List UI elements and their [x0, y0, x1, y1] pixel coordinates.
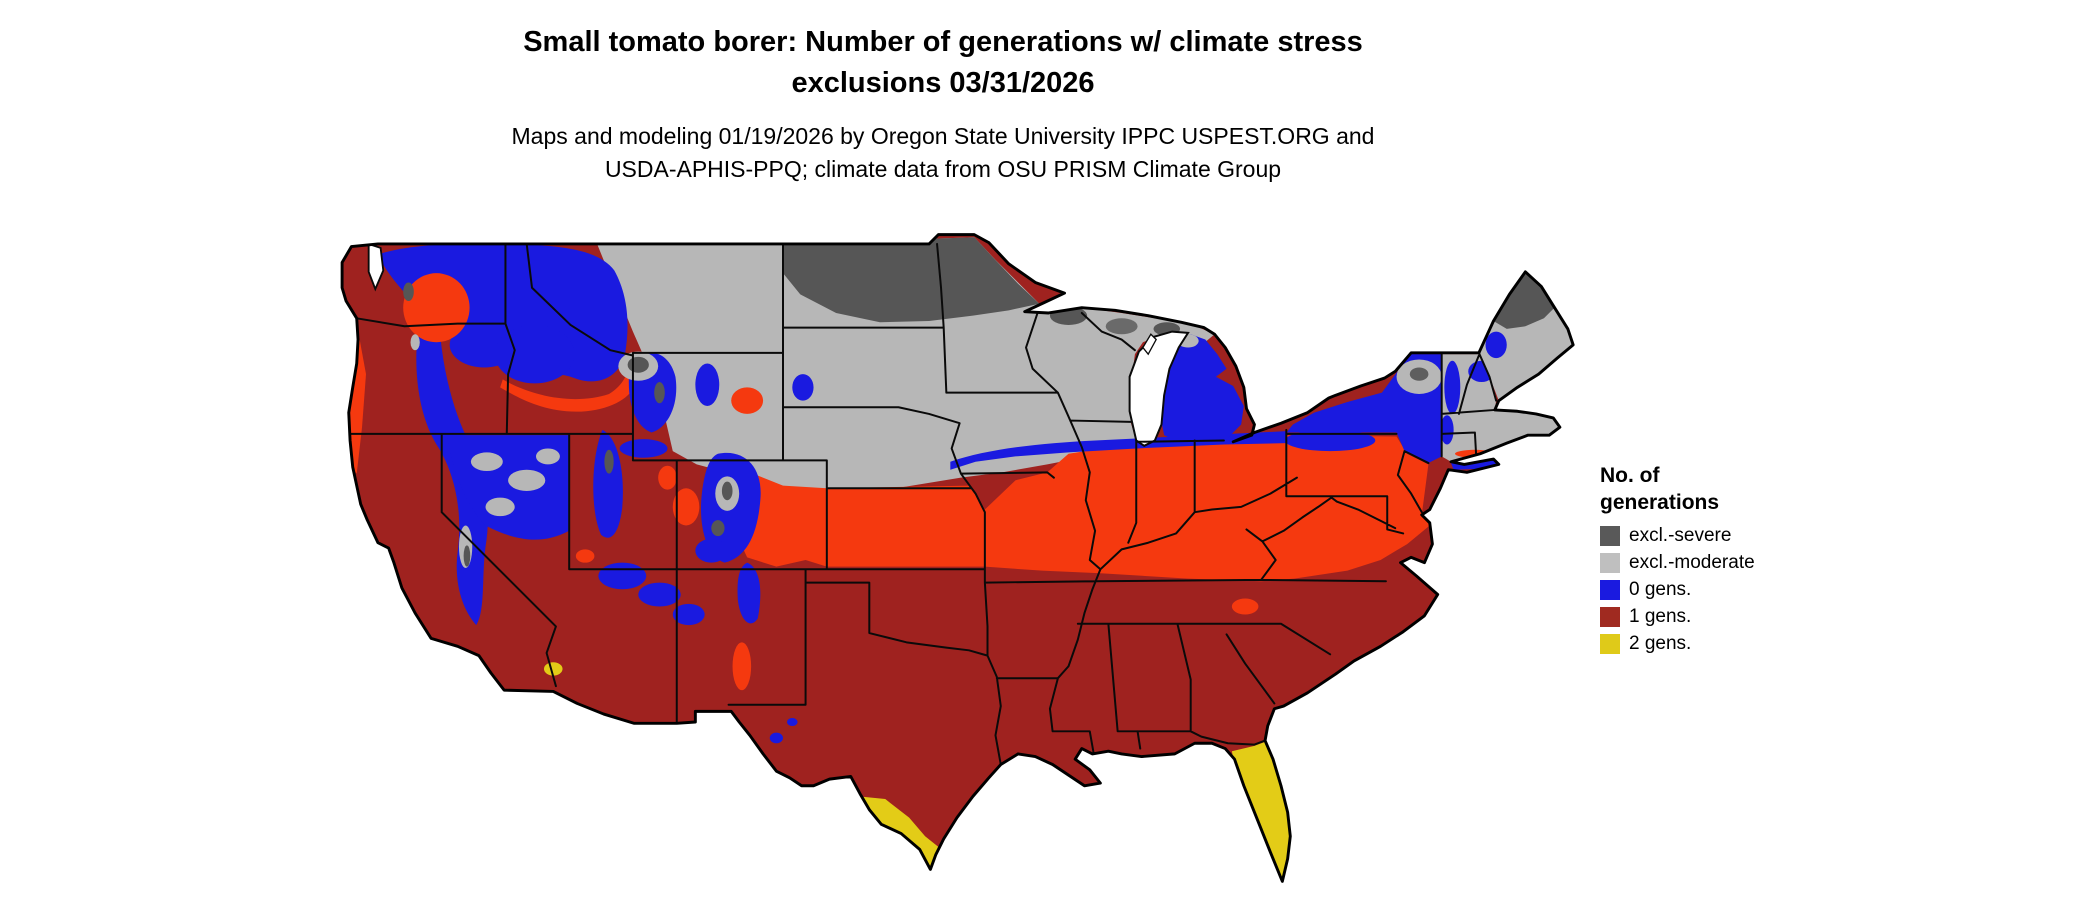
map-subtitle-line2: USDA-APHIS-PPQ; climate data from OSU PR…	[604, 156, 1282, 182]
legend-title: No. of generations	[1600, 462, 1755, 516]
legend-label-2-gens: 2 gens.	[1629, 633, 1692, 654]
legend-item-excl-moderate: excl.-moderate	[1600, 553, 1755, 573]
legend-label-0-gens: 0 gens.	[1629, 579, 1692, 600]
legend-swatch-excl-severe	[1600, 526, 1620, 546]
legend-label-excl-severe: excl.-severe	[1629, 525, 1732, 546]
legend-item-1-gens: 1 gens.	[1600, 607, 1755, 627]
header: Small tomato borer: Number of generation…	[0, 22, 1886, 186]
map-title-line2: exclusions 03/31/2026	[791, 67, 1095, 99]
legend-label-1-gens: 1 gens.	[1629, 606, 1692, 627]
legend: No. of generations excl.-severe excl.-mo…	[1600, 462, 1755, 661]
legend-item-2-gens: 2 gens.	[1600, 634, 1755, 654]
legend-swatch-0-gens	[1600, 580, 1620, 600]
legend-swatch-2-gens	[1600, 634, 1620, 654]
map-subtitle-line1: Maps and modeling 01/19/2026 by Oregon S…	[511, 123, 1375, 149]
map-title-line1: Small tomato borer: Number of generation…	[523, 26, 1363, 58]
legend-swatch-1-gens	[1600, 607, 1620, 627]
legend-swatch-excl-moderate	[1600, 553, 1620, 573]
us-generations-map	[320, 228, 1578, 892]
legend-label-excl-moderate: excl.-moderate	[1629, 552, 1755, 573]
legend-item-0-gens: 0 gens.	[1600, 580, 1755, 600]
legend-title-line1: No. of	[1600, 464, 1660, 487]
legend-title-line2: generations	[1600, 491, 1720, 514]
legend-item-excl-severe: excl.-severe	[1600, 526, 1755, 546]
us-map-svg	[340, 233, 1575, 883]
